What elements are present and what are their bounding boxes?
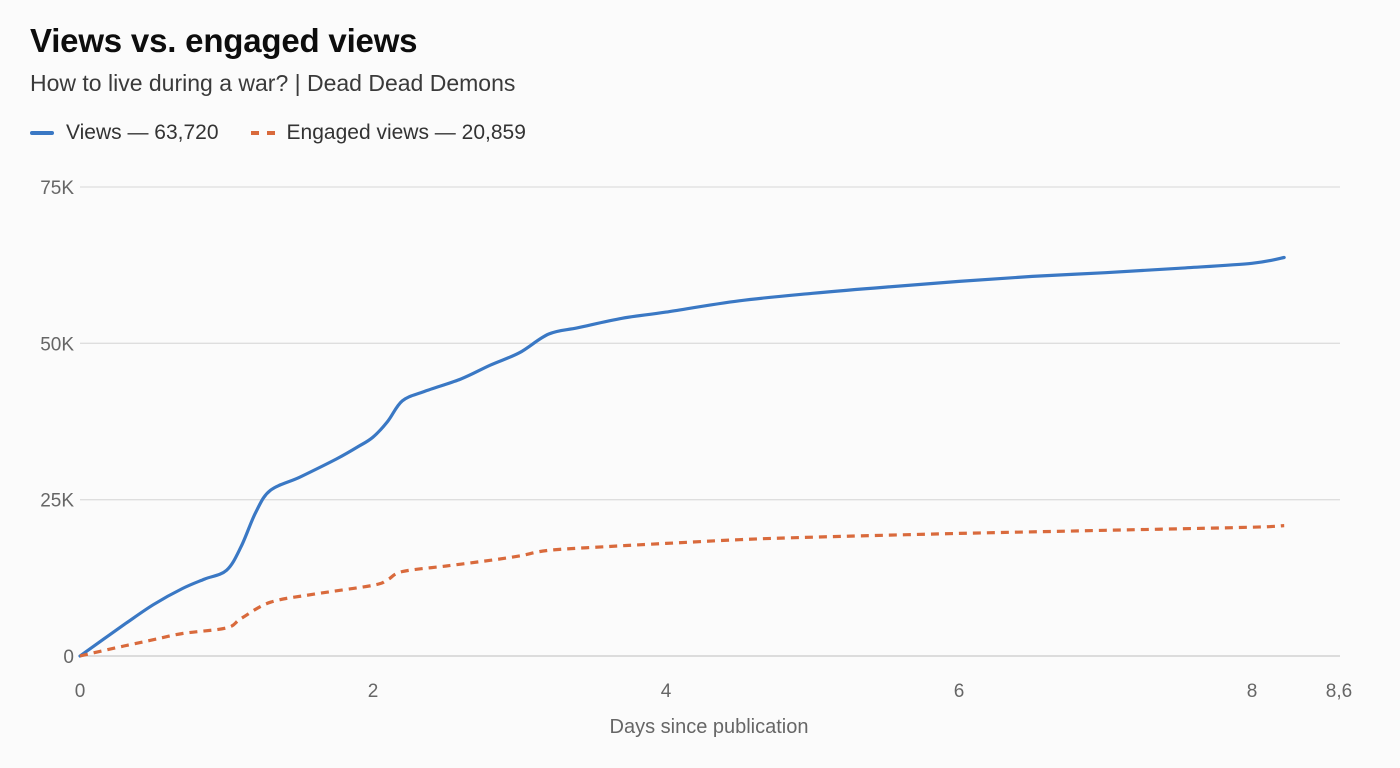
y-tick-label: 0 [63, 647, 74, 668]
x-tick-label: 4 [661, 681, 672, 702]
series-line-views[interactable] [78, 255, 1286, 658]
x-axis-tick-labels: 0 2 4 6 8 8,6 [75, 681, 1353, 702]
y-tick-label: 50K [40, 334, 74, 355]
legend-item-views[interactable]: Views — 63,720 [30, 121, 219, 145]
x-tick-label: 6 [954, 681, 965, 702]
x-axis-title: Days since publication [610, 716, 809, 738]
y-tick-label: 25K [40, 491, 74, 512]
legend-swatch-views [30, 131, 54, 135]
legend-label-views: Views — 63,720 [66, 121, 219, 144]
y-axis-tick-labels: 0 25K 50K 75K [40, 178, 74, 668]
legend-label-engaged-views: Engaged views — 20,859 [286, 121, 526, 144]
gridlines [80, 186, 1340, 657]
chart-title: Views vs. engaged views [30, 22, 418, 59]
legend-swatch-engaged-views [250, 131, 275, 135]
series-line-engaged-views[interactable] [79, 524, 1285, 658]
series-lines [78, 255, 1286, 658]
chart-legend: Views — 63,720 Engaged views — 20,859 [30, 121, 558, 145]
legend-item-engaged-views[interactable]: Engaged views — 20,859 [250, 121, 526, 145]
x-tick-label: 0 [75, 681, 86, 702]
chart-subtitle: How to live during a war? | Dead Dead De… [30, 70, 516, 96]
x-tick-label: 8 [1247, 681, 1258, 702]
x-tick-label: 2 [368, 681, 379, 702]
y-tick-label: 75K [40, 178, 74, 199]
x-tick-label: 8,6 [1326, 681, 1352, 702]
